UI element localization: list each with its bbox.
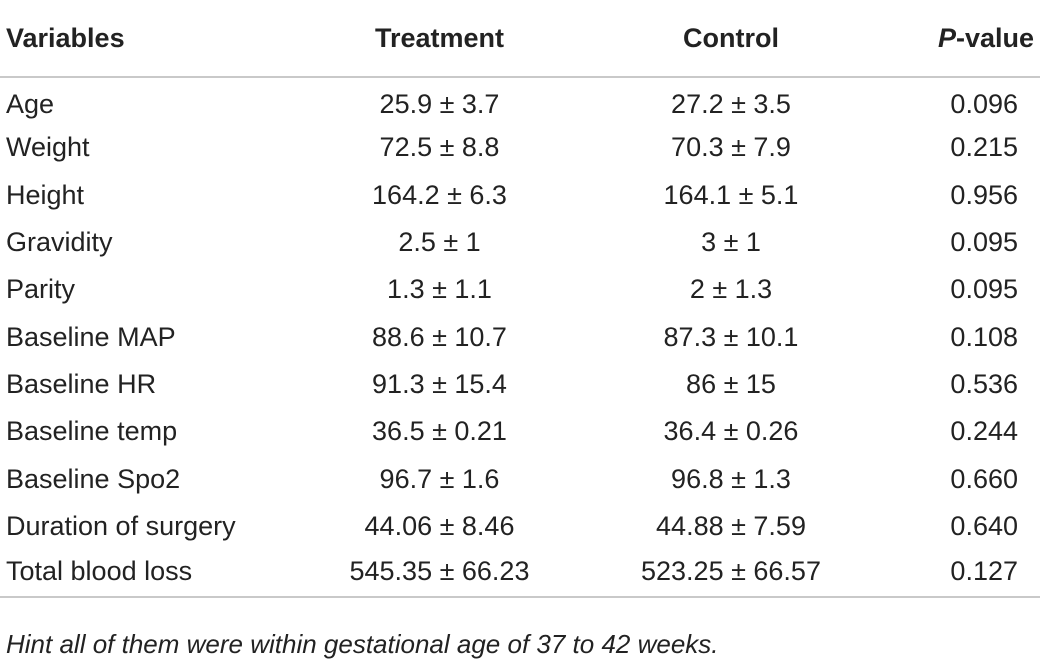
table-row: Baseline Spo2 96.7 ± 1.6 96.8 ± 1.3 0.660 (0, 455, 1040, 502)
data-table: Variables Treatment Control P-value Age 2… (0, 0, 1040, 599)
cell-control: 70.3 ± 7.9 (671, 132, 791, 163)
cell-variable: Baseline Spo2 (6, 463, 181, 494)
header-row: Variables Treatment Control P-value (0, 0, 1040, 78)
cell-treatment: 25.9 ± 3.7 (379, 88, 500, 119)
cell-pvalue: 0.536 (950, 368, 1018, 399)
cell-variable: Gravidity (6, 227, 113, 258)
header-pvalue-italic-p: P (937, 22, 956, 53)
cell-variable: Baseline temp (6, 416, 178, 447)
cell-treatment: 96.7 ± 1.6 (379, 463, 500, 494)
cell-control: 164.1 ± 5.1 (663, 179, 799, 210)
cell-control: 36.4 ± 0.26 (663, 416, 799, 447)
table-row: Height 164.2 ± 6.3 164.1 ± 5.1 0.956 (0, 172, 1040, 219)
cell-pvalue: 0.095 (950, 227, 1018, 258)
cell-variable: Duration of surgery (6, 510, 236, 541)
cell-treatment: 545.35 ± 66.23 (318, 549, 561, 599)
table-footnote: Hint all of them were within gestational… (6, 629, 719, 659)
cell-pvalue: 0.095 (950, 274, 1018, 305)
header-control: Control (561, 0, 901, 78)
cell-pvalue: 0.215 (950, 132, 1018, 163)
cell-treatment: 36.5 ± 0.21 (372, 416, 507, 447)
cell-pvalue: 0.640 (950, 510, 1018, 541)
cell-treatment: 2.5 ± 1 (398, 227, 481, 258)
cell-pvalue: 0.108 (950, 321, 1018, 352)
cell-treatment: 164.2 ± 6.3 (372, 179, 507, 210)
header-variables: Variables (0, 0, 318, 78)
table-row: Total blood loss 545.35 ± 66.23 523.25 ± 6… (0, 549, 1040, 599)
cell-control: 3 ± 1 (701, 227, 761, 258)
cell-treatment: 72.5 ± 8.8 (379, 132, 500, 163)
cell-pvalue: 0.956 (950, 179, 1018, 210)
table-row: Gravidity 2.5 ± 1 3 ± 1 0.095 (0, 219, 1040, 266)
table-row: Parity 1.3 ± 1.1 2 ± 1.3 0.095 (0, 266, 1040, 313)
cell-pvalue: 0.244 (950, 416, 1018, 447)
cell-variable: Total blood loss (0, 549, 318, 599)
cell-variable: Height (6, 179, 85, 210)
cell-pvalue: 0.660 (950, 463, 1018, 494)
cell-treatment: 1.3 ± 1.1 (387, 274, 492, 305)
data-table-container: Variables Treatment Control P-value Age 2… (0, 0, 1040, 599)
cell-treatment: 44.06 ± 8.46 (364, 510, 515, 541)
table-row: Baseline temp 36.5 ± 0.21 36.4 ± 0.26 0.244 (0, 408, 1040, 455)
cell-variable: Age (6, 88, 55, 119)
cell-variable: Baseline HR (6, 368, 157, 399)
cell-variable: Baseline MAP (6, 321, 176, 352)
cell-control: 87.3 ± 10.1 (663, 321, 799, 352)
cell-control: 96.8 ± 1.3 (671, 463, 791, 494)
cell-treatment: 91.3 ± 15.4 (372, 368, 507, 399)
cell-control: 86 ± 15 (686, 368, 776, 399)
table-body: Age 25.9 ± 3.7 27.2 ± 3.5 0.096 Weight 72.5 ±… (0, 77, 1040, 599)
table-row: Baseline MAP 88.6 ± 10.7 87.3 ± 10.1 0.108 (0, 313, 1040, 360)
cell-control: 523.25 ± 66.57 (561, 549, 901, 599)
cell-variable: Parity (6, 274, 76, 305)
cell-control: 27.2 ± 3.5 (671, 88, 791, 119)
cell-control: 2 ± 1.3 (689, 274, 773, 305)
header-pvalue: P-value (901, 0, 1040, 78)
table-row: Age 25.9 ± 3.7 27.2 ± 3.5 0.096 (0, 77, 1040, 124)
cell-treatment: 88.6 ± 10.7 (372, 321, 507, 352)
cell-control: 44.88 ± 7.59 (656, 510, 806, 541)
header-treatment: Treatment (318, 0, 561, 78)
table-header: Variables Treatment Control P-value (0, 0, 1040, 78)
cell-pvalue: 0.127 (901, 549, 1040, 599)
cell-pvalue: 0.096 (950, 88, 1018, 119)
cell-variable: Weight (6, 132, 90, 163)
table-row: Baseline HR 91.3 ± 15.4 86 ± 15 0.536 (0, 361, 1040, 408)
table-row: Duration of surgery 44.06 ± 8.46 44.88 ± 7… (0, 503, 1040, 550)
table-row: Weight 72.5 ± 8.8 70.3 ± 7.9 0.215 (0, 124, 1040, 171)
header-pvalue-suffix: -value (955, 22, 1034, 53)
